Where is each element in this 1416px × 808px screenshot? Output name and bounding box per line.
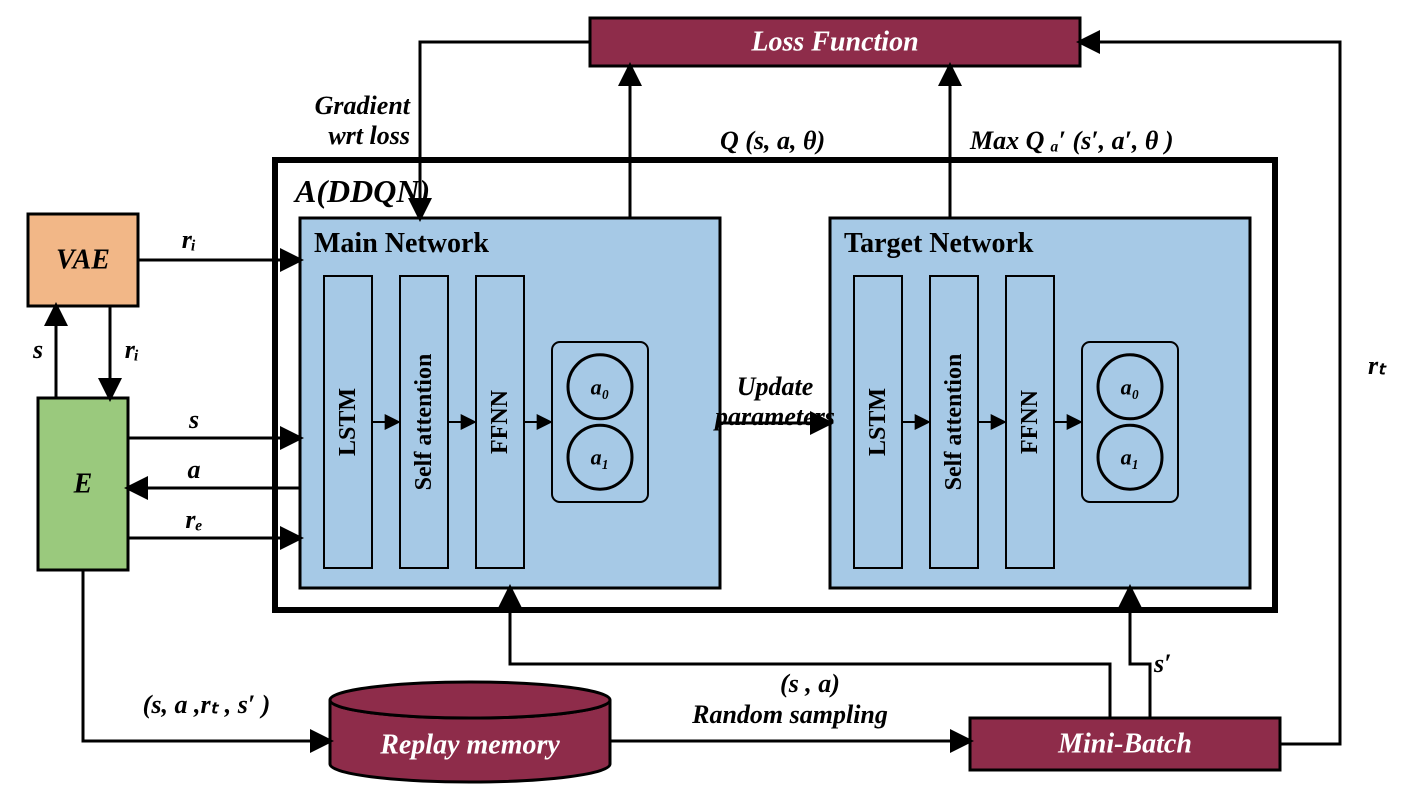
svg-text:wrt loss: wrt loss [328,121,410,150]
label-rt: rₜ [1368,351,1387,380]
svg-text:s′: s′ [1153,649,1171,678]
mini-batch-box: Mini-Batch [970,718,1280,770]
svg-text:parameters: parameters [713,402,835,431]
label-s-up: s [32,335,43,364]
svg-text:a₀: a₀ [591,374,610,399]
svg-text:Target Network: Target Network [844,228,1034,259]
svg-text:FFNN: FFNN [1017,389,1043,454]
label-s: s [188,405,199,434]
svg-text:Self attention: Self attention [411,354,437,491]
svg-text:LSTM: LSTM [335,388,361,456]
svg-text:(s, a ,rₜ , s′ ): (s, a ,rₜ , s′ ) [143,690,271,719]
architecture-diagram: Loss Function A(DDQN) Main Network LSTM Self… [0,0,1416,808]
label-gradient: Gradientwrt loss [315,91,411,150]
svg-text:Replay memory: Replay memory [379,729,560,760]
label-random: Random sampling [691,700,888,729]
svg-text:(s , a): (s , a) [780,669,840,698]
svg-text:s: s [32,335,43,364]
svg-text:Loss Function: Loss Function [750,27,918,58]
svg-text:rᵢ: rᵢ [182,225,197,254]
svg-text:Main Network: Main Network [314,228,489,259]
svg-text:Self attention: Self attention [941,354,967,491]
svg-text:FFNN: FFNN [487,389,513,454]
svg-text:a₁: a₁ [591,445,610,470]
replay-memory: Replay memory [330,682,610,782]
svg-text:rᵢ: rᵢ [125,335,140,364]
main-network: Main Network LSTM Self attention FFNN a₀ a₁ [300,218,720,588]
svg-text:s: s [188,405,199,434]
svg-text:a₀: a₀ [1121,374,1140,399]
svg-text:Random sampling: Random sampling [691,700,888,729]
svg-text:E: E [73,469,93,500]
svg-text:Max Q ₐ′ (s′, a′, θ ): Max Q ₐ′ (s′, a′, θ ) [969,126,1174,155]
label-q-main: Q (s, a, θ) [720,126,825,155]
env-box: E [38,398,128,570]
label-a: a [188,455,201,484]
label-tuple: (s, a ,rₜ , s′ ) [143,690,271,719]
label-ri-down: rᵢ [125,335,140,364]
container-title: A(DDQN) [293,173,430,209]
svg-text:a₁: a₁ [1121,445,1140,470]
svg-text:VAE: VAE [56,245,110,276]
label-re: rₑ [185,505,202,534]
svg-text:rₜ: rₜ [1368,351,1387,380]
label-sprime: s′ [1153,649,1171,678]
svg-text:rₑ: rₑ [185,505,202,534]
svg-text:Update: Update [737,372,814,401]
svg-text:Mini-Batch: Mini-Batch [1057,729,1192,760]
vae-box: VAE [28,214,138,306]
svg-text:LSTM: LSTM [865,388,891,456]
svg-text:Q (s, a, θ): Q (s, a, θ) [720,126,825,155]
loss-function-box: Loss Function [590,18,1080,66]
svg-text:Gradient: Gradient [315,91,411,120]
svg-text:a: a [188,455,201,484]
label-q-target: Max Q ₐ′ (s′, a′, θ ) [969,126,1174,155]
label-ri: rᵢ [182,225,197,254]
target-network: Target Network LSTM Self attention FFNN a₀ a₁ [830,218,1250,588]
label-sa: (s , a) [780,669,840,698]
